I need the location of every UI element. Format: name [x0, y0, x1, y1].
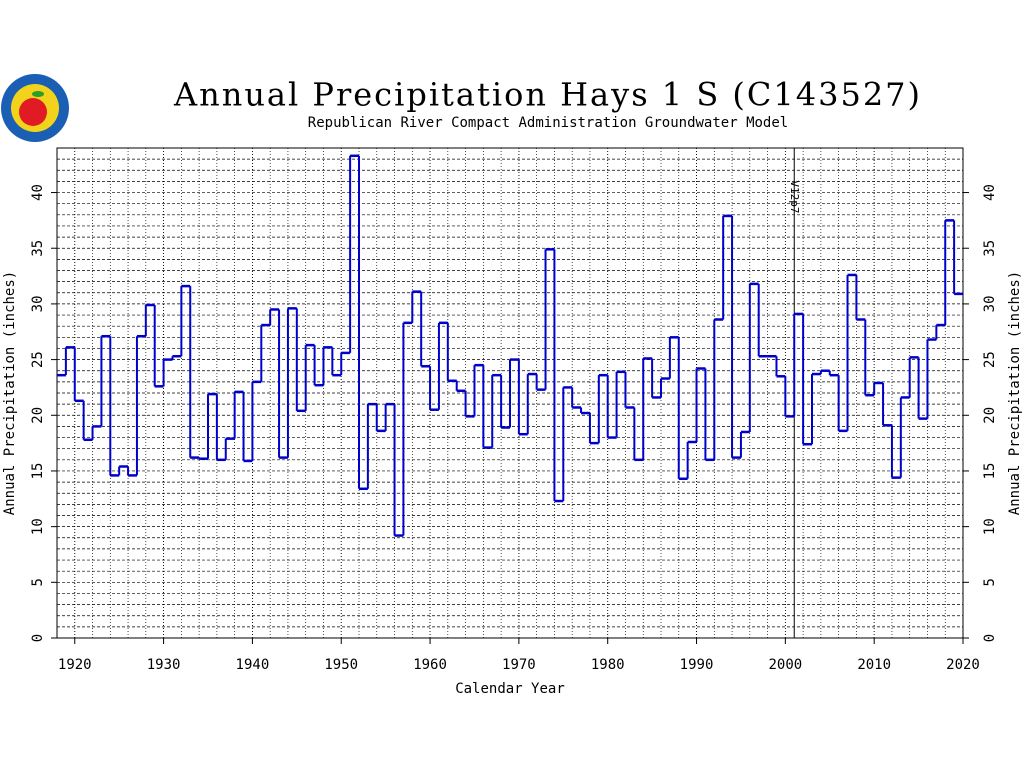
y2-tick-label: 0	[982, 634, 998, 642]
chart-title: Annual Precipitation Hays 1 S (C143527)	[173, 76, 922, 114]
y2-tick-label: 35	[982, 240, 998, 257]
y2-tick-label: 30	[982, 295, 998, 312]
y-tick-label: 30	[30, 295, 46, 312]
y-tick-label: 25	[30, 351, 46, 368]
y2-axis-label: Annual Precipitation (inches)	[1007, 271, 1023, 515]
step-risers	[64, 155, 956, 536]
y-tick-label: 10	[30, 518, 46, 535]
x-tick-label: 1950	[324, 657, 358, 673]
plot-frame	[56, 147, 964, 639]
y2-tick-label: 20	[982, 407, 998, 424]
y-tick-label: 5	[30, 578, 46, 586]
y2-tick-label: 5	[982, 578, 998, 586]
annotation: V12p7	[788, 180, 801, 213]
y-tick-label: 35	[30, 240, 46, 257]
y-axis-label: Annual Precipitation (inches)	[2, 271, 18, 515]
y-tick-label: 0	[30, 634, 46, 642]
x-tick-label: 1990	[680, 657, 714, 673]
x-tick-label: 1980	[591, 657, 625, 673]
x-tick-label: 1960	[413, 657, 447, 673]
x-tick-label: 1930	[147, 657, 181, 673]
x-tick-label: 1920	[58, 657, 92, 673]
x-axis-label: Calendar Year	[455, 681, 565, 697]
chart-subtitle: Republican River Compact Administration …	[308, 115, 788, 131]
logo	[1, 74, 69, 142]
x-tick-label: 1940	[236, 657, 270, 673]
y2-tick-label: 10	[982, 518, 998, 535]
y-tick-label: 40	[30, 184, 46, 201]
x-tick-label: 2020	[946, 657, 980, 673]
x-tick-label: 1970	[502, 657, 536, 673]
y-tick-label: 20	[30, 407, 46, 424]
y2-tick-label: 25	[982, 351, 998, 368]
y2-tick-label: 40	[982, 184, 998, 201]
y2-tick-label: 15	[982, 463, 998, 480]
y-tick-label: 15	[30, 463, 46, 480]
x-tick-label: 2010	[857, 657, 891, 673]
x-tick-label: 2000	[768, 657, 802, 673]
